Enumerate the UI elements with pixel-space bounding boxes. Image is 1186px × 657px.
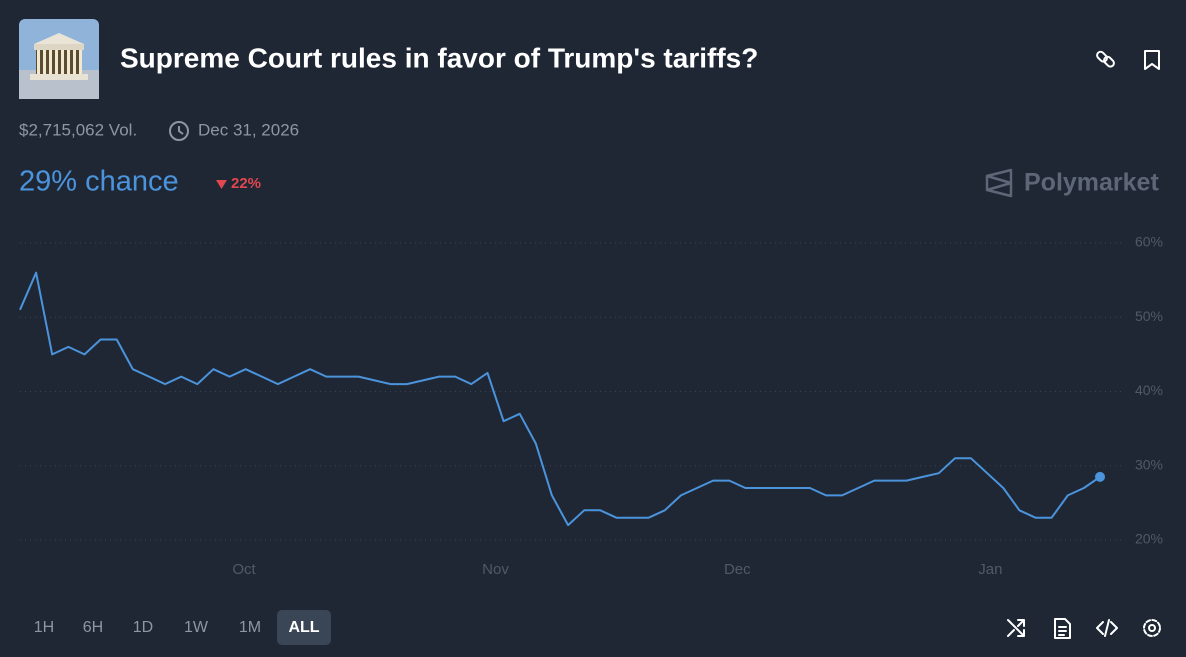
y-tick-label: 20% <box>1135 531 1163 547</box>
brand-logo <box>985 168 1013 198</box>
range-button[interactable]: 1D <box>133 619 153 636</box>
range-button[interactable]: 1M <box>239 619 261 636</box>
end-date: Dec 31, 2026 <box>198 120 299 139</box>
brand: Polymarket <box>1024 169 1159 197</box>
current-point <box>1095 471 1105 482</box>
document-icon[interactable] <box>1054 618 1071 639</box>
toolbar <box>1007 618 1161 639</box>
range-button[interactable]: 6H <box>83 619 103 636</box>
volume: $2,715,062 Vol. <box>19 120 137 139</box>
y-tick-label: 60% <box>1135 234 1163 250</box>
range-active-bg <box>277 610 331 645</box>
x-tick-label: Nov <box>482 561 509 578</box>
clock-icon <box>169 121 189 141</box>
link-icon[interactable] <box>1096 50 1116 68</box>
time-range-selector: 1H 6H 1D 1W 1M ALL <box>34 610 331 645</box>
chance: 29% chance <box>19 166 179 198</box>
embed-icon[interactable] <box>1096 619 1118 637</box>
y-tick-label: 50% <box>1135 308 1163 324</box>
x-tick-label: Jan <box>978 561 1002 578</box>
change: 22% <box>231 175 261 192</box>
down-arrow <box>216 180 227 189</box>
thumbnail <box>19 19 99 99</box>
range-button[interactable]: 1H <box>34 619 54 636</box>
bookmark-icon[interactable] <box>1144 50 1160 70</box>
market-title: Supreme Court rules in favor of Trump's … <box>120 42 758 73</box>
price-line <box>19 271 1101 527</box>
y-tick-label: 40% <box>1135 382 1163 398</box>
range-button[interactable]: ALL <box>288 619 319 636</box>
x-tick-label: Oct <box>232 561 256 578</box>
y-tick-label: 30% <box>1135 456 1163 472</box>
chart: 20% 30% 40% 50% 60% Oct Nov Dec Jan <box>19 234 1163 578</box>
range-button[interactable]: 1W <box>184 619 209 636</box>
x-tick-label: Dec <box>724 561 751 578</box>
settings-icon[interactable] <box>1143 619 1161 637</box>
shuffle-icon[interactable] <box>1007 619 1025 637</box>
